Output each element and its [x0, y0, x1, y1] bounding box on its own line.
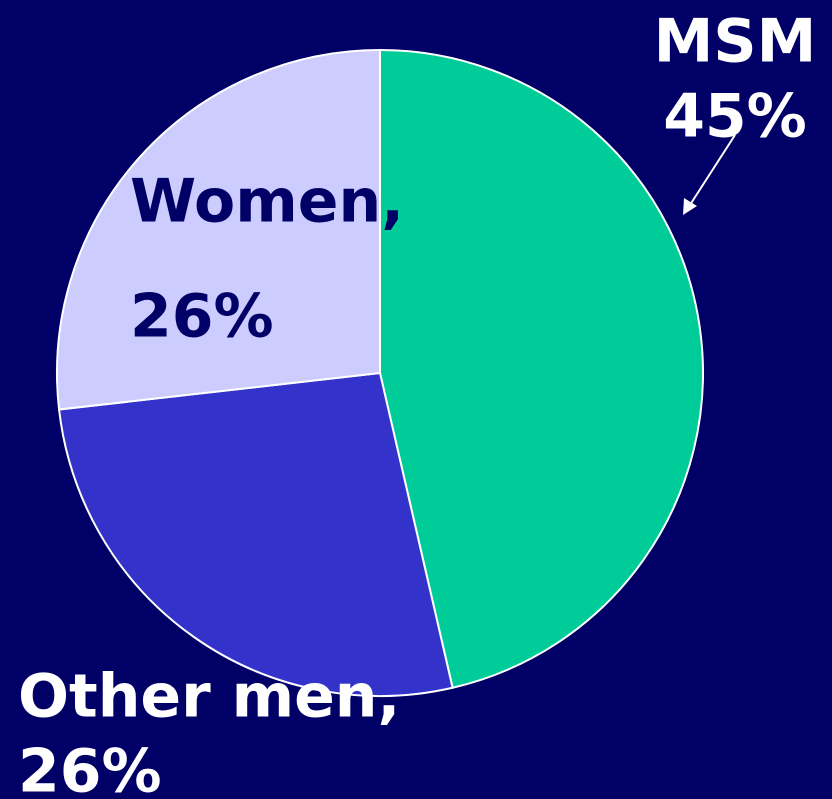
arrow-line	[687, 134, 736, 209]
pie-slice	[379, 48, 705, 689]
slice-label: MSM	[654, 7, 817, 77]
slice-value-label: 45%	[663, 82, 807, 152]
slice-value-label: 26%	[18, 737, 162, 799]
arrow-head	[683, 198, 697, 215]
pie	[56, 48, 705, 698]
pie-slice	[57, 371, 454, 698]
slice-label: Other men,	[18, 662, 400, 732]
slice-value-label: 26%	[130, 282, 274, 352]
slice-label: Women,	[130, 167, 404, 237]
pie-slice	[56, 48, 381, 411]
